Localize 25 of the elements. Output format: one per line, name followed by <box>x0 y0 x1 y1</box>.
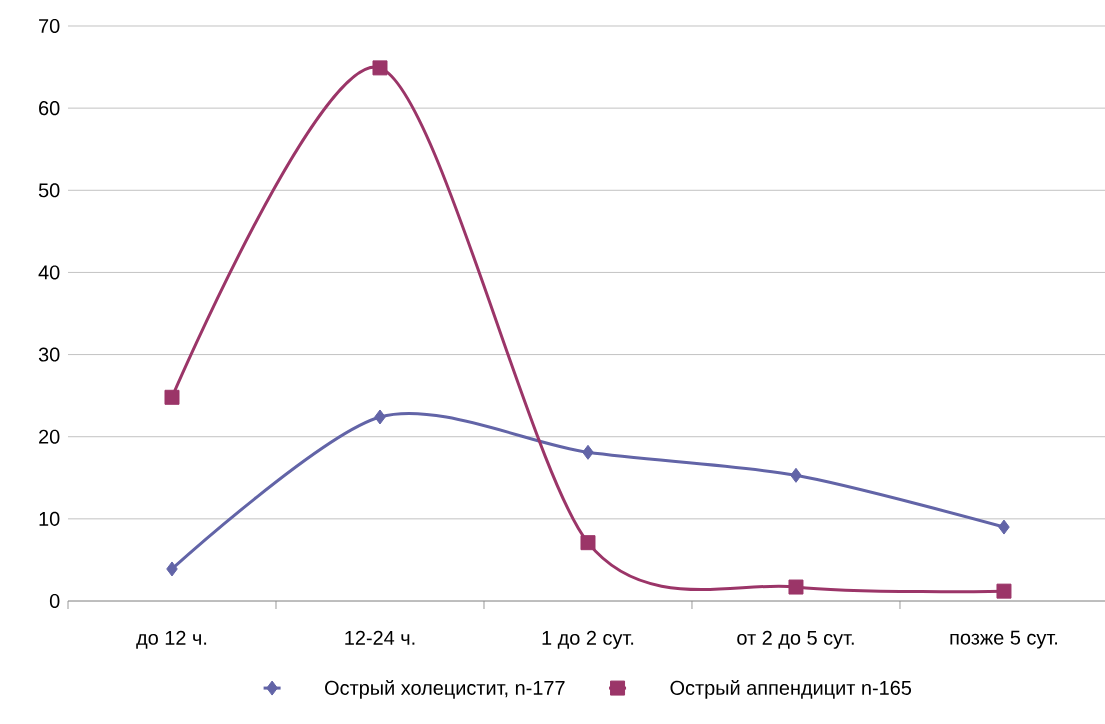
point <box>998 519 1010 535</box>
x-tick-label: до 12 ч. <box>136 630 207 649</box>
point <box>790 467 802 483</box>
y-tick-label: 70 <box>39 18 60 34</box>
x-tick-label: 12-24 ч. <box>345 630 415 645</box>
x-tick-label: от 2 до 5 сут. <box>737 630 854 649</box>
point <box>372 60 388 76</box>
x-tick-label: позже 5 сут. <box>950 630 1058 649</box>
point <box>166 561 178 577</box>
legend-label: Острый холецистит, n-177 <box>325 679 565 699</box>
point <box>164 389 180 405</box>
y-tick-label: 10 <box>39 511 60 526</box>
point <box>788 579 804 595</box>
y-tick-label: 30 <box>38 347 60 362</box>
y-tick-label: 0 <box>49 593 60 609</box>
legend-label: Острый аппендицит n-165 <box>670 679 912 699</box>
point <box>580 535 596 551</box>
point <box>374 409 386 425</box>
y-tick-label: 40 <box>38 265 60 280</box>
x-tick-label: 1 до 2 сут. <box>542 630 634 649</box>
point <box>582 444 594 460</box>
y-tick-label: 50 <box>38 183 60 198</box>
y-tick-label: 20 <box>39 429 60 444</box>
point <box>996 583 1012 599</box>
y-tick-label: 60 <box>39 101 60 116</box>
